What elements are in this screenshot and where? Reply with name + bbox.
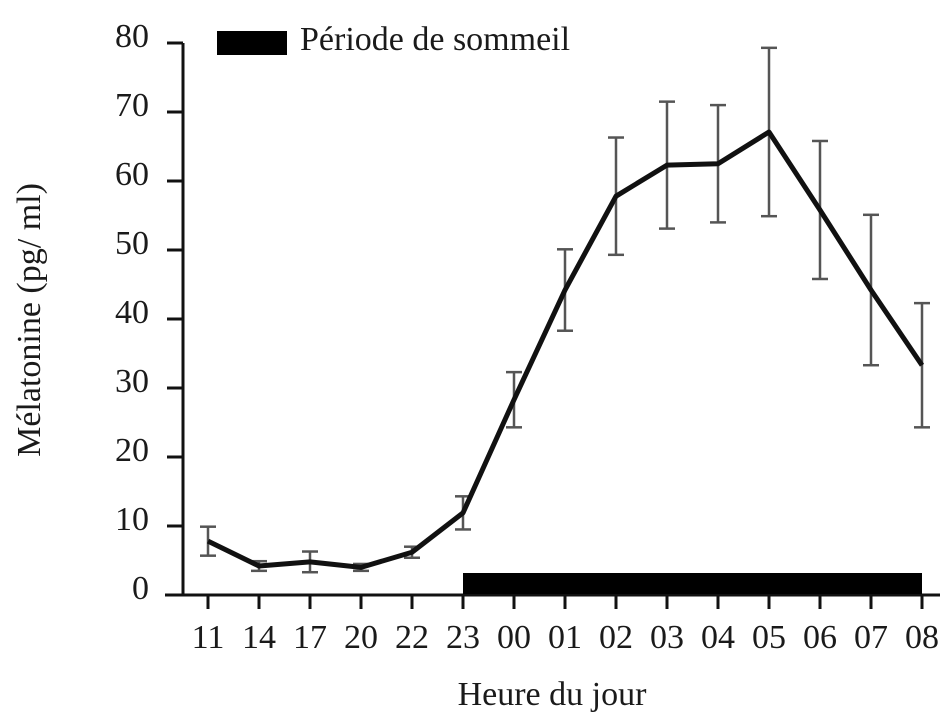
x-tick-label: 06	[803, 619, 837, 656]
x-tick-label: 02	[599, 619, 633, 656]
x-tick-label: 08	[905, 619, 939, 656]
x-tick-label: 00	[497, 619, 531, 656]
legend-swatch	[217, 31, 287, 55]
sleep-period-bar	[463, 573, 922, 594]
x-tick-label: 20	[344, 619, 378, 656]
x-tick-label: 03	[650, 619, 684, 656]
x-tick-label: 04	[701, 619, 735, 656]
x-tick-label: 14	[242, 619, 276, 656]
y-tick-label: 20	[115, 432, 149, 469]
y-tick-label: 70	[115, 87, 149, 124]
y-tick-label: 10	[115, 501, 149, 538]
y-tick-label: 50	[115, 225, 149, 262]
y-tick-label: 80	[115, 18, 149, 55]
y-tick-label: 40	[115, 294, 149, 331]
legend-label: Période de sommeil	[300, 21, 570, 58]
x-tick-label: 22	[395, 619, 429, 656]
x-tick-label: 11	[192, 619, 225, 656]
x-tick-label: 07	[854, 619, 888, 656]
x-tick-label: 01	[548, 619, 582, 656]
x-tick-label: 05	[752, 619, 786, 656]
x-tick-label: 23	[446, 619, 480, 656]
y-tick-label: 0	[132, 570, 149, 607]
data-line	[206, 129, 925, 570]
y-axis-label: Mélatonine (pg/ ml)	[11, 183, 48, 457]
y-tick-label: 30	[115, 363, 149, 400]
x-tick-label: 17	[293, 619, 327, 656]
y-tick-label: 60	[115, 156, 149, 193]
x-axis-label: Heure du jour	[458, 676, 648, 713]
